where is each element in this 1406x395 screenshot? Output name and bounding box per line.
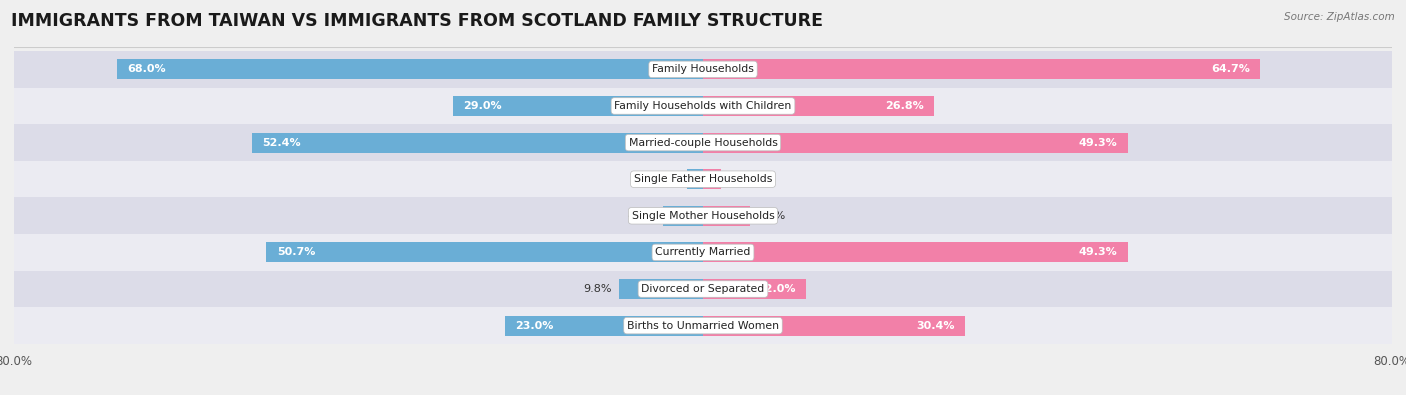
Bar (703, 279, 807, 299)
Text: 30.4%: 30.4% (915, 321, 955, 331)
Text: 68.0%: 68.0% (128, 64, 166, 74)
Bar (703, 59, 1260, 79)
Bar (662, 206, 703, 226)
Text: 4.7%: 4.7% (627, 211, 655, 221)
Text: IMMIGRANTS FROM TAIWAN VS IMMIGRANTS FROM SCOTLAND FAMILY STRUCTURE: IMMIGRANTS FROM TAIWAN VS IMMIGRANTS FRO… (11, 12, 824, 30)
Bar (266, 243, 703, 263)
Text: 52.4%: 52.4% (262, 137, 301, 148)
Bar (117, 59, 703, 79)
Text: 9.8%: 9.8% (583, 284, 612, 294)
Text: 26.8%: 26.8% (884, 101, 924, 111)
Bar (14, 271, 1392, 307)
Text: 1.8%: 1.8% (652, 174, 681, 184)
Bar (505, 316, 703, 336)
Text: Single Mother Households: Single Mother Households (631, 211, 775, 221)
Bar (14, 198, 1392, 234)
Text: Currently Married: Currently Married (655, 247, 751, 258)
Bar (703, 316, 965, 336)
Bar (14, 88, 1392, 124)
Bar (703, 96, 934, 116)
Text: Source: ZipAtlas.com: Source: ZipAtlas.com (1284, 12, 1395, 22)
Text: Single Father Households: Single Father Households (634, 174, 772, 184)
Text: Family Households: Family Households (652, 64, 754, 74)
Bar (14, 234, 1392, 271)
Text: Divorced or Separated: Divorced or Separated (641, 284, 765, 294)
Bar (14, 51, 1392, 88)
Text: Married-couple Households: Married-couple Households (628, 137, 778, 148)
Text: 49.3%: 49.3% (1078, 247, 1118, 258)
Text: 64.7%: 64.7% (1211, 64, 1250, 74)
Bar (14, 307, 1392, 344)
Bar (703, 243, 1128, 263)
Bar (688, 169, 703, 189)
Bar (619, 279, 703, 299)
Bar (252, 132, 703, 152)
Bar (703, 206, 751, 226)
Bar (14, 161, 1392, 198)
Bar (703, 132, 1128, 152)
Text: 2.1%: 2.1% (728, 174, 756, 184)
Text: Family Households with Children: Family Households with Children (614, 101, 792, 111)
Text: 29.0%: 29.0% (464, 101, 502, 111)
Text: Births to Unmarried Women: Births to Unmarried Women (627, 321, 779, 331)
Text: 5.5%: 5.5% (758, 211, 786, 221)
Text: 50.7%: 50.7% (277, 247, 315, 258)
Bar (14, 124, 1392, 161)
Bar (703, 169, 721, 189)
Bar (453, 96, 703, 116)
Text: 12.0%: 12.0% (758, 284, 796, 294)
Text: 49.3%: 49.3% (1078, 137, 1118, 148)
Text: 23.0%: 23.0% (515, 321, 554, 331)
